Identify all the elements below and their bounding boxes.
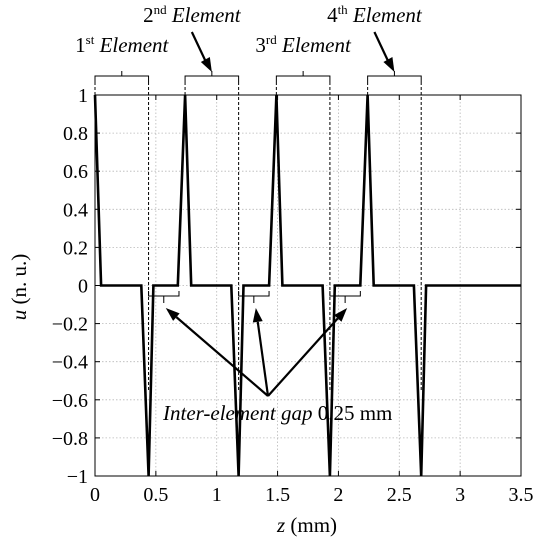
y-axis-label: u (n. u.) bbox=[7, 254, 31, 321]
x-tick-label: 2 bbox=[333, 484, 343, 506]
element-label: 2nd Element bbox=[143, 2, 242, 27]
y-tick-label: −0.8 bbox=[52, 428, 88, 450]
x-tick-label: 3 bbox=[455, 484, 465, 506]
gap-arrow bbox=[256, 321, 270, 397]
x-axis-label: z (mm) bbox=[276, 513, 337, 537]
x-axis-ticks: 0 0.5 1 1.5 2 2.5 3 3.5 bbox=[90, 95, 534, 506]
gap-bracket bbox=[329, 291, 361, 303]
y-tick-label: −1 bbox=[67, 466, 88, 488]
element-bracket bbox=[275, 71, 331, 82]
element-bracket bbox=[184, 71, 240, 82]
x-tick-label: 3.5 bbox=[509, 484, 534, 506]
y-tick-label: −0.2 bbox=[52, 314, 88, 336]
gap-arrow bbox=[175, 316, 269, 397]
x-tick-label: 0 bbox=[90, 484, 100, 506]
element-label: 4th Element bbox=[327, 2, 423, 27]
y-tick-label: −0.4 bbox=[52, 352, 88, 374]
y-tick-label: 0.6 bbox=[63, 161, 88, 183]
element-label: 1st Element bbox=[75, 32, 169, 57]
y-axis-ticks: −1 −0.8 −0.6 −0.4 −0.2 0 0.2 0.4 0.6 0.8 1 bbox=[52, 85, 521, 488]
y-tick-label: 0.4 bbox=[63, 199, 88, 221]
element-label-pointer-head bbox=[383, 57, 395, 72]
x-tick-label: 1 bbox=[212, 484, 222, 506]
y-tick-label: 0.2 bbox=[63, 237, 88, 259]
x-tick-label: 1.5 bbox=[265, 484, 290, 506]
gap-arrow-head bbox=[334, 308, 348, 322]
gap-markers bbox=[148, 291, 361, 303]
gap-arrow-head bbox=[252, 308, 263, 323]
element-label-pointer-head bbox=[200, 57, 212, 72]
gap-arrow-head bbox=[165, 308, 180, 321]
series-line bbox=[93, 94, 521, 477]
x-tick-label: 0.5 bbox=[143, 484, 168, 506]
gap-annotation: Inter-element gap 0.25 mm bbox=[162, 401, 392, 425]
y-tick-label: −0.6 bbox=[52, 390, 88, 412]
y-tick-label: 0.8 bbox=[63, 123, 88, 145]
gap-bracket bbox=[238, 291, 270, 303]
y-tick-label: 0 bbox=[78, 276, 88, 298]
gap-bracket bbox=[148, 291, 180, 303]
gap-arrow bbox=[267, 317, 339, 397]
element-bracket bbox=[367, 71, 422, 82]
annotation-arrows bbox=[165, 308, 348, 397]
x-tick-label: 2.5 bbox=[387, 484, 412, 506]
element-brackets: 1st Element 2nd Element 3rd Element 4th Ele… bbox=[75, 2, 423, 391]
y-tick-label: 1 bbox=[78, 85, 88, 107]
element-label: 3rd Element bbox=[255, 32, 352, 57]
element-bracket bbox=[94, 71, 150, 82]
